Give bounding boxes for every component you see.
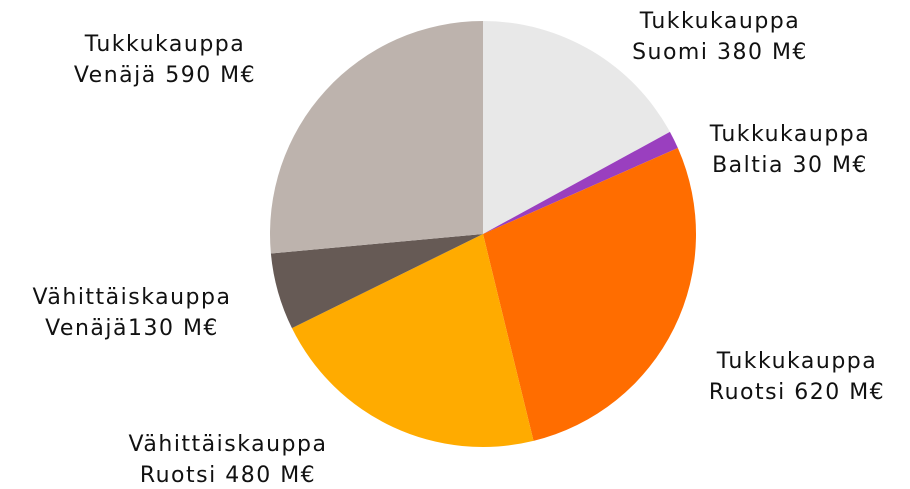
- slice-value-label: Suomi 380 M€: [632, 40, 808, 65]
- pie-slice: [483, 21, 670, 234]
- slice-value-label: Venäjä130 M€: [45, 316, 219, 341]
- slice-category: Vähittäiskauppa: [129, 432, 328, 457]
- slice-category: Tukkukauppa: [84, 32, 245, 57]
- pie-slice: [483, 148, 696, 441]
- pie-slice: [270, 234, 483, 329]
- pie-slice: [291, 234, 534, 447]
- slice-category: Vähittäiskauppa: [33, 285, 232, 310]
- pie-slice: [483, 131, 678, 234]
- slice-category: Tukkukauppa: [709, 122, 870, 147]
- slice-value-label: Ruotsi 620 M€: [709, 380, 885, 405]
- slice-value-label: Baltia 30 M€: [712, 153, 868, 178]
- slice-value-label: Ruotsi 480 M€: [140, 463, 316, 488]
- slice-category: Tukkukauppa: [716, 349, 877, 374]
- pie-slice: [269, 21, 483, 254]
- slice-value-label: Venäjä 590 M€: [74, 63, 256, 88]
- slice-category: Tukkukauppa: [639, 9, 800, 34]
